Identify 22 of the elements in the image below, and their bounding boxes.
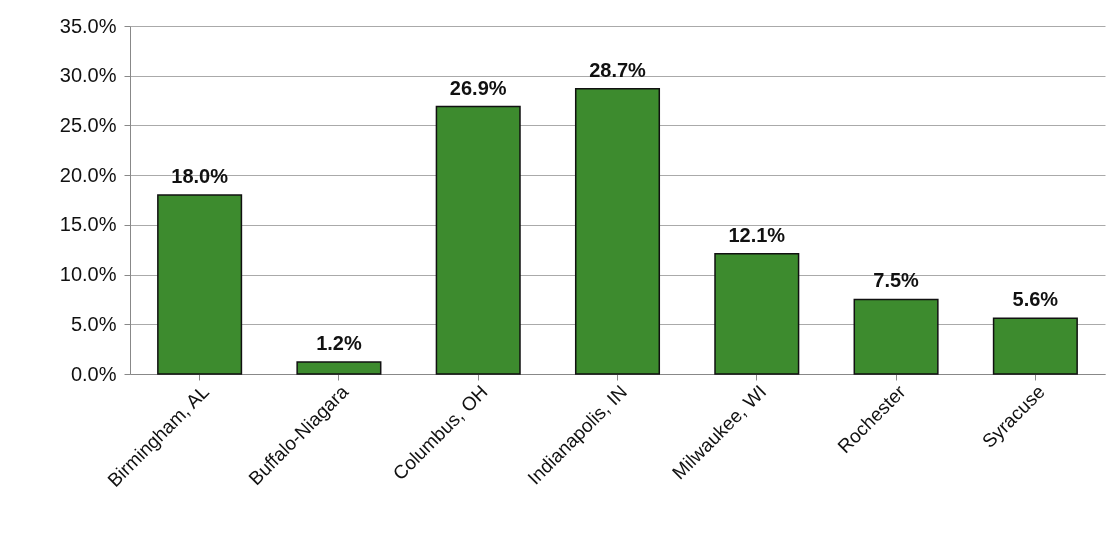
y-tick-label: 15.0%	[59, 213, 117, 236]
data-label: 7.5%	[873, 269, 920, 292]
data-label: 5.6%	[1012, 288, 1059, 311]
y-tick-label: 5.0%	[70, 312, 117, 335]
bar	[157, 194, 243, 375]
data-label: 1.2%	[316, 332, 362, 355]
data-label: 26.9%	[449, 76, 507, 99]
bar	[435, 105, 521, 375]
bar	[574, 87, 661, 375]
bar	[296, 361, 382, 375]
y-tick-label: 20.0%	[59, 163, 117, 186]
y-tick-label: 30.0%	[59, 64, 117, 87]
data-label: 12.1%	[728, 223, 786, 246]
bar	[992, 317, 1078, 375]
bar	[853, 298, 939, 375]
y-tick-label: 10.0%	[59, 263, 117, 286]
bar	[714, 252, 800, 375]
data-label: 28.7%	[589, 58, 647, 81]
data-label: 18.0%	[171, 165, 229, 188]
y-tick-label: 25.0%	[59, 113, 117, 136]
y-tick-label: 35.0%	[59, 14, 117, 37]
y-tick-label: 0.0%	[70, 362, 117, 385]
